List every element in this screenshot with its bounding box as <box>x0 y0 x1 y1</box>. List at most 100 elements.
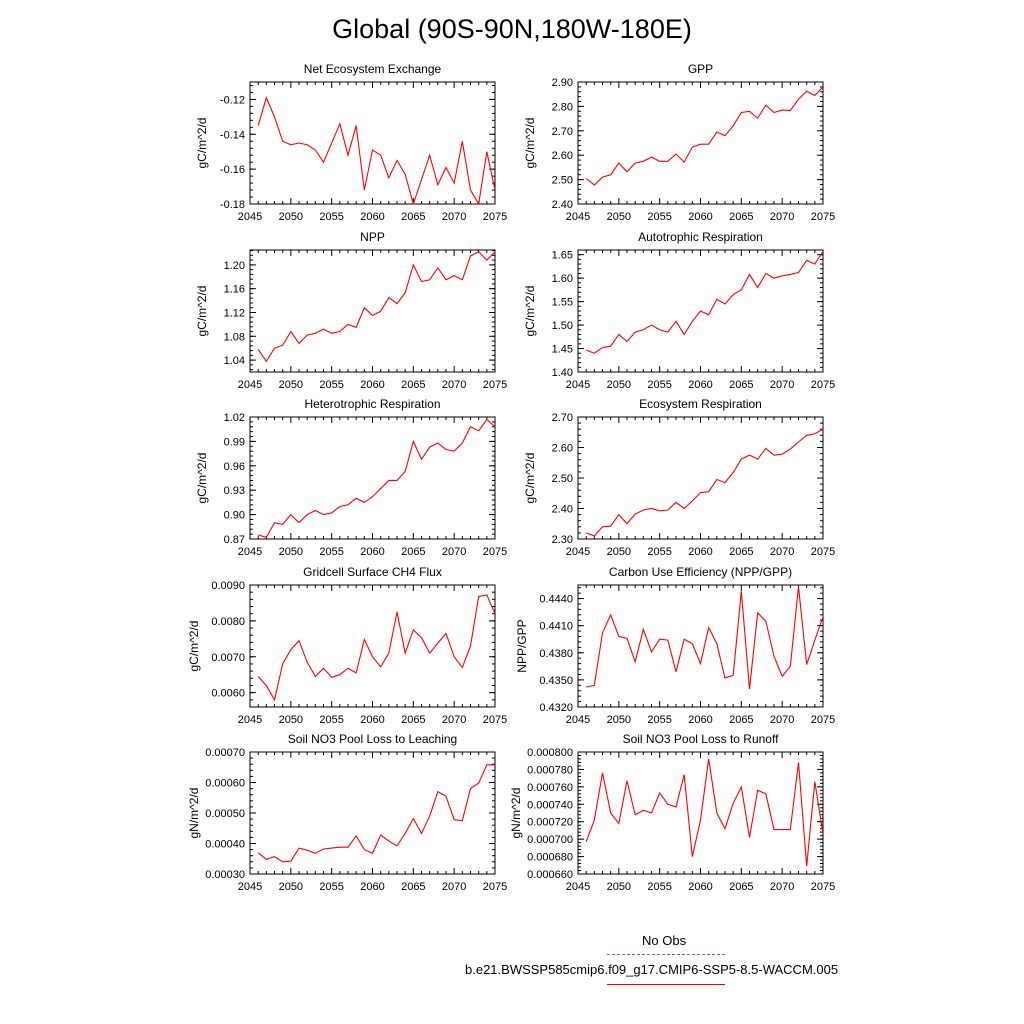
y-tick-label: -0.12 <box>220 94 245 106</box>
legend-model-label: b.e21.BWSSP585cmip6.f09_g17.CMIP6-SSP5-8… <box>465 962 839 977</box>
y-tick-label: 2.90 <box>552 77 573 89</box>
x-tick-label: 2050 <box>607 379 631 391</box>
y-axis-label: NPP/GPP <box>515 619 529 672</box>
y-tick-label: 0.4440 <box>539 594 573 606</box>
y-tick-label: 2.70 <box>552 126 573 138</box>
x-tick-label: 2050 <box>279 881 303 893</box>
y-axis-label: gC/m^2/d <box>523 118 537 169</box>
x-tick-label: 2055 <box>319 211 343 223</box>
x-tick-label: 2070 <box>770 546 794 558</box>
y-axis-label: gC/m^2/d <box>195 286 209 337</box>
series-line <box>585 251 823 354</box>
x-tick-label: 2065 <box>729 379 753 391</box>
y-tick-label: 0.000720 <box>527 817 573 829</box>
x-tick-label: 2055 <box>647 379 671 391</box>
x-tick-label: 2045 <box>238 714 262 726</box>
y-tick-label: 0.00050 <box>205 808 245 820</box>
x-tick-label: 2070 <box>770 714 794 726</box>
x-tick-label: 2075 <box>483 211 507 223</box>
y-tick-label: 0.000740 <box>527 799 573 811</box>
y-tick-label: 2.70 <box>552 412 573 424</box>
x-tick-label: 2075 <box>811 546 835 558</box>
panel-title: Heterotrophic Respiration <box>304 397 440 411</box>
x-tick-label: 2070 <box>442 714 466 726</box>
y-tick-label: 0.4410 <box>539 621 573 633</box>
x-tick-label: 2045 <box>566 546 590 558</box>
y-tick-label: 0.000660 <box>527 869 573 881</box>
plot-frame <box>577 751 824 875</box>
y-axis-label: gC/m^2/d <box>195 118 209 169</box>
series-line <box>585 758 823 867</box>
x-tick-label: 2050 <box>279 379 303 391</box>
panel-autotrophic-respiration: 2045 2050 2055 2060 2065 2070 2075 1.40 1.45 1.50… <box>523 230 835 391</box>
panel-ecosystem-respiration: 2045 2050 2055 2060 2065 2070 2075 2.30 2.40 2.50… <box>523 397 835 558</box>
series-line <box>586 586 823 689</box>
y-tick-label: 0.99 <box>224 436 245 448</box>
y-tick-label: 2.60 <box>552 150 573 162</box>
y-tick-label: 0.4380 <box>539 648 573 660</box>
x-tick-label: 2045 <box>566 714 590 726</box>
y-tick-label: 0.00070 <box>205 747 245 759</box>
x-tick-label: 2065 <box>401 714 425 726</box>
panel-npp: 2045 2050 2055 2060 2065 2070 2075 1.04 1.08 1.12… <box>195 230 507 391</box>
x-tick-label: 2055 <box>647 714 671 726</box>
y-tick-label: 0.000780 <box>527 764 573 776</box>
x-tick-label: 2045 <box>566 211 590 223</box>
panel-title: Soil NO3 Pool Loss to Runoff <box>623 732 780 746</box>
panel-gridcell-surface-ch4-flux: 2045 2050 2055 2060 2065 2070 2075 0.0060 0.0070… <box>187 565 507 726</box>
plot-frame <box>577 81 824 205</box>
x-tick-label: 2060 <box>688 211 712 223</box>
x-tick-label: 2075 <box>811 714 835 726</box>
x-tick-label: 2050 <box>607 211 631 223</box>
series-line <box>257 96 495 204</box>
x-tick-label: 2070 <box>770 379 794 391</box>
series-line <box>258 418 495 539</box>
y-tick-label: 1.20 <box>224 260 245 272</box>
x-tick-label: 2065 <box>401 881 425 893</box>
x-tick-label: 2060 <box>360 881 384 893</box>
y-tick-label: 2.50 <box>552 175 573 187</box>
y-tick-label: 0.0090 <box>211 580 245 592</box>
x-tick-label: 2065 <box>729 714 753 726</box>
x-tick-label: 2070 <box>442 881 466 893</box>
legend-model-line <box>607 984 725 985</box>
y-axis-label: gC/m^2/d <box>523 453 537 504</box>
x-tick-label: 2055 <box>319 714 343 726</box>
plot-frame <box>249 751 496 875</box>
x-tick-label: 2045 <box>238 546 262 558</box>
y-tick-label: 1.02 <box>224 412 245 424</box>
panel-net-ecosystem-exchange: 2045 2050 2055 2060 2065 2070 2075 -0.18 -0.16 -0… <box>195 62 507 223</box>
plot-frame <box>249 249 496 373</box>
x-tick-label: 2060 <box>360 714 384 726</box>
y-axis-label: gN/m^2/d <box>509 788 523 839</box>
x-tick-label: 2075 <box>483 881 507 893</box>
y-tick-label: 0.0070 <box>211 652 245 664</box>
y-tick-label: -0.18 <box>220 199 245 211</box>
x-tick-label: 2060 <box>688 379 712 391</box>
plot-frame <box>249 416 496 540</box>
y-tick-label: 0.0080 <box>211 616 245 628</box>
y-tick-label: 1.16 <box>224 284 245 296</box>
y-tick-label: 2.60 <box>552 443 573 455</box>
series-line <box>257 764 495 863</box>
series-line <box>257 594 495 702</box>
series-line <box>257 251 495 363</box>
panel-heterotrophic-respiration: 2045 2050 2055 2060 2065 2070 2075 0.87 0.90 0.93… <box>195 397 507 558</box>
x-tick-label: 2060 <box>688 881 712 893</box>
y-tick-label: 0.000800 <box>527 747 573 759</box>
y-tick-label: 0.0060 <box>211 688 245 700</box>
y-tick-label: 0.000700 <box>527 834 573 846</box>
y-tick-label: -0.16 <box>220 164 245 176</box>
y-tick-label: 1.55 <box>552 297 573 309</box>
y-axis-label: gC/m^2/d <box>523 286 537 337</box>
x-tick-label: 2060 <box>360 379 384 391</box>
x-tick-label: 2070 <box>442 546 466 558</box>
y-tick-label: 0.00060 <box>205 778 245 790</box>
x-tick-label: 2050 <box>607 546 631 558</box>
y-tick-label: 1.08 <box>224 331 245 343</box>
x-tick-label: 2060 <box>688 714 712 726</box>
legend-obs-line <box>607 954 725 955</box>
panel-soil-no3-pool-loss-to-leaching: 2045 2050 2055 2060 2065 2070 2075 0.00030 0.000… <box>187 732 507 893</box>
x-tick-label: 2075 <box>483 714 507 726</box>
